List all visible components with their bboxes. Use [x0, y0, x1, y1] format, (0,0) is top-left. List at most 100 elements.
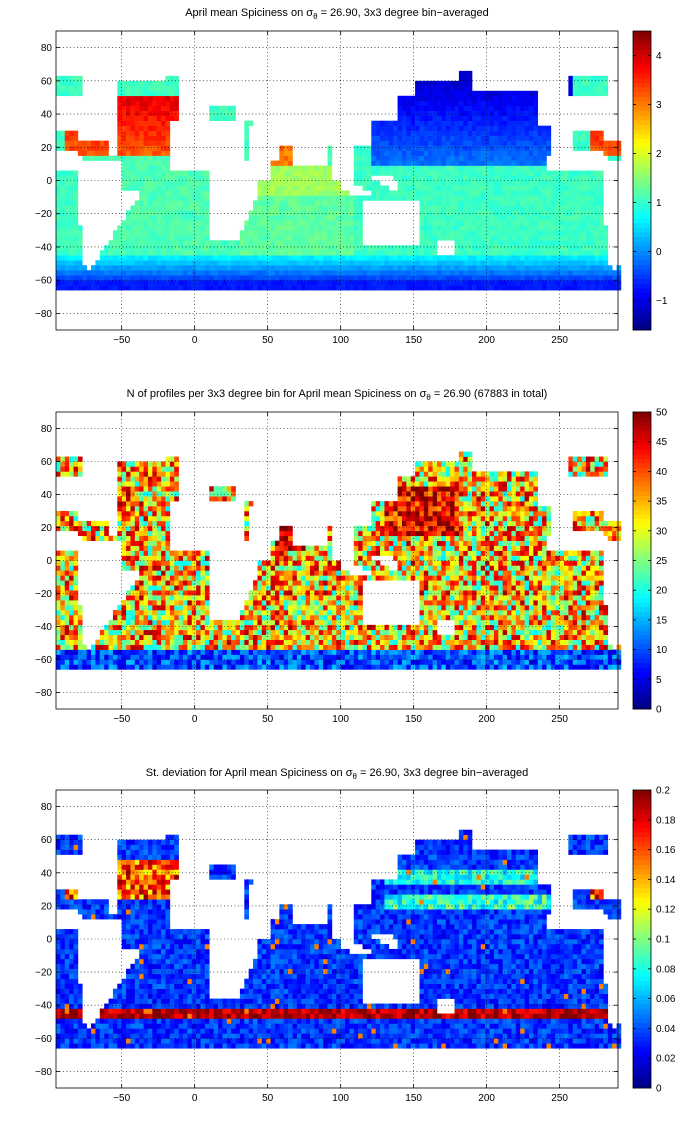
heatmap-cell — [515, 180, 521, 186]
heatmap-cell — [454, 130, 460, 136]
heatmap-cell — [143, 530, 149, 537]
heatmap-cell — [594, 215, 600, 221]
heatmap-cell — [56, 85, 61, 92]
heatmap-cell — [384, 275, 390, 281]
heatmap-cell — [493, 90, 499, 97]
heatmap-cell — [222, 285, 228, 291]
heatmap-cell — [64, 634, 70, 640]
heatmap-cell — [152, 210, 158, 216]
heatmap-cell — [353, 195, 359, 201]
heatmap-cell — [428, 235, 433, 241]
heatmap-cell — [200, 185, 206, 191]
heatmap-cell — [419, 270, 425, 276]
heatmap-cell — [318, 180, 324, 186]
heatmap-cell — [340, 225, 346, 231]
heatmap-cell — [60, 639, 66, 645]
heatmap-cell — [345, 280, 350, 286]
colorbar-swatch — [633, 222, 651, 228]
heatmap-cell — [139, 659, 144, 665]
heatmap-cell — [436, 275, 442, 281]
heatmap-cell — [445, 120, 451, 126]
heatmap-cell — [130, 205, 136, 211]
heatmap-cell — [327, 250, 333, 256]
heatmap-cell — [345, 250, 350, 256]
heatmap-cell — [261, 590, 267, 596]
heatmap-cell — [139, 90, 144, 97]
heatmap-cell — [599, 205, 604, 211]
heatmap-cell — [279, 155, 285, 161]
heatmap-cell — [147, 575, 153, 581]
heatmap-cell — [187, 220, 193, 226]
heatmap-cell — [121, 140, 127, 146]
heatmap-cell — [178, 190, 184, 196]
heatmap-cell — [183, 555, 188, 561]
heatmap-cell — [126, 501, 131, 507]
heatmap-cell — [450, 215, 455, 221]
heatmap-cell — [358, 275, 363, 281]
heatmap-cell — [318, 210, 324, 216]
heatmap-cell — [572, 75, 578, 82]
heatmap-cell — [537, 285, 543, 291]
heatmap-cell — [537, 200, 543, 206]
heatmap-cell — [134, 285, 140, 291]
heatmap-cell — [139, 575, 144, 581]
heatmap-cell — [441, 90, 447, 97]
heatmap-cell — [191, 170, 197, 176]
heatmap-cell — [480, 245, 486, 251]
heatmap-cell — [209, 639, 214, 645]
heatmap-cell — [266, 270, 271, 276]
heatmap-cell — [104, 245, 109, 251]
heatmap-cell — [143, 200, 149, 206]
heatmap-cell — [401, 150, 407, 156]
heatmap-cell — [507, 270, 512, 276]
heatmap-cell — [288, 230, 293, 236]
heatmap-cell — [248, 285, 254, 291]
colorbar-swatch — [633, 138, 651, 144]
heatmap-cell — [143, 85, 149, 92]
heatmap-cell — [134, 481, 140, 487]
heatmap-cell — [191, 215, 197, 221]
heatmap-cell — [336, 195, 341, 201]
heatmap-cell — [507, 210, 512, 216]
heatmap-cell — [139, 654, 144, 660]
heatmap-cell — [191, 260, 197, 266]
heatmap-cell — [546, 235, 552, 241]
heatmap-cell — [253, 225, 258, 231]
heatmap-cell — [139, 461, 144, 467]
heatmap-cell — [261, 250, 267, 256]
heatmap-cell — [327, 145, 333, 151]
heatmap-cell — [502, 145, 508, 151]
heatmap-cell — [69, 595, 74, 601]
heatmap-cell — [143, 180, 149, 186]
heatmap-cell — [253, 200, 258, 206]
heatmap-cell — [226, 491, 232, 497]
heatmap-cell — [73, 456, 79, 462]
heatmap-cell — [296, 270, 302, 276]
heatmap-cell — [520, 170, 525, 176]
heatmap-cell — [139, 511, 144, 517]
heatmap-cell — [222, 255, 228, 261]
heatmap-cell — [161, 235, 166, 241]
heatmap-cell — [248, 600, 254, 606]
heatmap-cell — [305, 215, 311, 221]
heatmap-cell — [165, 555, 171, 561]
heatmap-cell — [594, 80, 600, 87]
heatmap-cell — [77, 530, 83, 537]
heatmap-cell — [73, 215, 79, 221]
heatmap-cell — [187, 215, 193, 221]
heatmap-cell — [524, 145, 530, 151]
heatmap-cell — [126, 150, 131, 156]
heatmap-cell — [406, 190, 412, 196]
heatmap-cell — [428, 270, 433, 276]
heatmap-cell — [419, 155, 425, 161]
heatmap-cell — [261, 245, 267, 251]
heatmap-cell — [436, 130, 442, 136]
heatmap-cell — [336, 245, 341, 251]
heatmap-cell — [231, 270, 236, 276]
heatmap-cell — [274, 260, 280, 266]
heatmap-cell — [450, 185, 455, 191]
heatmap-cell — [590, 200, 595, 206]
heatmap-cell — [248, 644, 254, 650]
colorbar-swatch — [633, 292, 651, 298]
heatmap-cell — [493, 200, 499, 206]
